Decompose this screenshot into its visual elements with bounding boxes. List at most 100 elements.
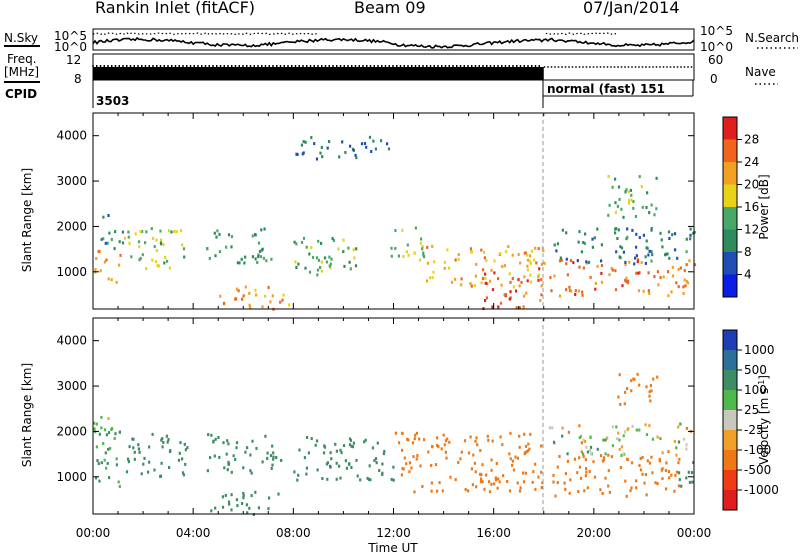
data-cell: [537, 278, 540, 282]
data-cell: [225, 245, 228, 249]
data-cell: [499, 301, 503, 305]
data-cell: [619, 245, 622, 249]
data-cell: [650, 259, 653, 263]
data-cell: [618, 255, 621, 259]
data-cell: [666, 252, 669, 256]
data-cell: [624, 260, 627, 264]
data-cell: [524, 251, 527, 255]
scatter-region: [394, 431, 544, 494]
data-cell: [105, 258, 108, 262]
data-cell: [130, 255, 133, 259]
data-cell: [620, 453, 623, 457]
data-cell: [401, 448, 404, 452]
data-cell: [692, 461, 695, 465]
data-cell: [511, 253, 514, 257]
data-cell: [685, 447, 688, 451]
data-cell: [599, 488, 602, 492]
data-cell: [317, 258, 321, 262]
data-cell: [214, 254, 217, 258]
data-cell: [329, 451, 332, 455]
data-cell: [350, 444, 353, 448]
colorbar-swatch: [723, 330, 737, 350]
data-cell: [355, 247, 358, 251]
data-cell: [493, 482, 496, 486]
data-cell: [406, 437, 409, 441]
data-cell: [256, 261, 259, 264]
data-cell: [641, 472, 644, 476]
data-cell: [156, 264, 159, 268]
data-cell: [104, 451, 107, 455]
nsky-label: N.Sky: [4, 31, 38, 45]
data-cell: [328, 264, 331, 268]
data-cell: [675, 470, 679, 474]
data-cell: [617, 395, 620, 399]
data-cell: [103, 260, 106, 264]
data-cell: [528, 254, 532, 258]
colorbar-swatch: [723, 350, 737, 370]
data-cell: [263, 227, 266, 231]
data-cell: [350, 466, 353, 469]
data-cell: [600, 259, 603, 263]
data-cell: [632, 200, 635, 203]
data-cell: [438, 481, 441, 485]
data-cell: [242, 496, 245, 500]
freq-tick-12: 12: [66, 53, 81, 67]
data-cell: [302, 151, 305, 155]
data-cell: [162, 243, 165, 247]
data-cell: [474, 274, 477, 278]
data-cell: [138, 245, 141, 249]
data-cell: [337, 247, 340, 251]
data-cell: [580, 250, 583, 254]
data-cell: [630, 486, 633, 490]
data-cell: [568, 285, 571, 289]
colorbar-swatch: [723, 430, 737, 450]
data-cell: [626, 428, 629, 432]
data-cell: [491, 439, 494, 443]
data-cell: [509, 280, 512, 284]
data-cell: [569, 259, 573, 262]
data-cell: [431, 244, 434, 248]
scatter-region: [617, 372, 659, 406]
data-cell: [430, 464, 433, 467]
data-cell: [622, 250, 625, 254]
data-cell: [154, 260, 157, 264]
data-cell: [519, 486, 522, 490]
data-cell: [607, 484, 610, 488]
data-cell: [306, 436, 309, 439]
data-cell: [295, 242, 298, 246]
colorbar-swatch: [723, 410, 737, 430]
data-cell: [620, 445, 624, 449]
data-cell: [650, 227, 653, 230]
nave-tick-60: 60: [708, 53, 723, 67]
data-cell: [302, 236, 306, 240]
data-cell: [170, 230, 173, 234]
data-cell: [227, 500, 231, 504]
data-cell: [415, 457, 418, 461]
data-cell: [374, 147, 377, 151]
data-cell: [145, 230, 148, 234]
data-cell: [635, 486, 638, 490]
power-colorbar: 4 8 12 16 20 24 28 Power [dB]: [722, 116, 771, 298]
y-tick-label: 1000: [56, 265, 87, 279]
data-cell: [177, 458, 181, 462]
time-axis-label: Time UT: [367, 541, 418, 554]
data-cell: [474, 470, 477, 474]
data-cell: [469, 247, 472, 251]
data-cell: [659, 231, 662, 235]
data-cell: [110, 238, 113, 241]
data-cell: [642, 233, 645, 237]
colorbar-swatch: [723, 390, 737, 410]
power-panel: Slant Range [km] 1000 2000 3000 4000: [20, 112, 697, 311]
data-cell: [530, 249, 533, 253]
data-cell: [578, 424, 581, 428]
data-cell: [602, 458, 605, 462]
data-cell: [614, 201, 617, 205]
data-cell: [582, 266, 585, 270]
freq-unit-label: [MHz]: [4, 65, 39, 79]
colorbar-swatch: [723, 274, 737, 297]
data-cell: [261, 305, 264, 309]
data-cell: [152, 237, 155, 240]
data-cell: [587, 260, 591, 264]
data-cell: [342, 250, 345, 254]
data-cell: [556, 242, 559, 246]
